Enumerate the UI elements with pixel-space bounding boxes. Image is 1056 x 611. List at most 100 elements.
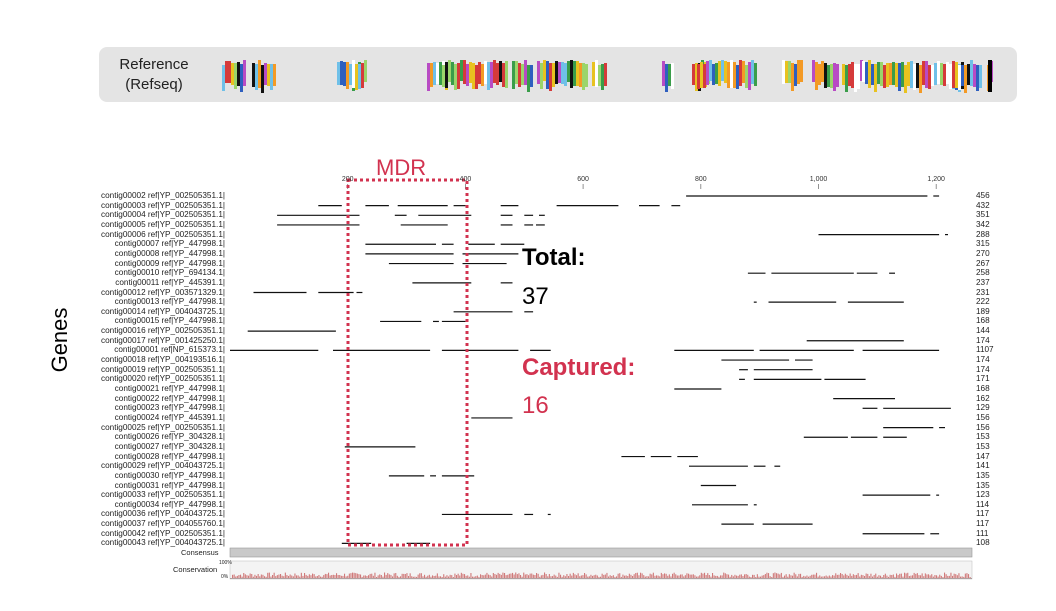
- conservation-bar: [814, 574, 816, 578]
- conservation-bar: [572, 572, 574, 578]
- conservation-bar: [262, 574, 264, 578]
- conservation-bar: [550, 576, 552, 578]
- contig-length: 174: [976, 355, 990, 365]
- reference-column: [961, 65, 964, 86]
- reference-column: [355, 65, 358, 90]
- conservation-bar: [478, 576, 480, 578]
- conservation-bar: [321, 576, 323, 578]
- reference-column: [748, 62, 751, 90]
- reference-column: [445, 62, 448, 88]
- conservation-bar: [731, 574, 733, 578]
- conservation-bar: [417, 574, 419, 578]
- reference-column: [552, 63, 555, 87]
- axis-tick-label: 800: [694, 176, 707, 183]
- conservation-bar: [385, 574, 387, 578]
- axis-tick-label: 1,000: [809, 176, 828, 183]
- captured-value: 16: [522, 392, 549, 419]
- conservation-bar: [408, 576, 410, 578]
- conservation-bar: [452, 577, 454, 578]
- conservation-bar: [648, 576, 650, 578]
- conservation-bar: [843, 575, 845, 578]
- conservation-bar: [395, 573, 397, 578]
- conservation-bar: [259, 576, 261, 578]
- conservation-bar: [942, 577, 944, 578]
- conservation-bar: [761, 575, 763, 578]
- conservation-bar: [859, 576, 861, 578]
- conservation-bar: [654, 575, 656, 578]
- conservation-bar: [771, 577, 773, 578]
- contig-name: contig00016 ref|YP_002505351.1|: [101, 326, 225, 336]
- conservation-bar: [472, 576, 474, 578]
- reference-column: [967, 64, 970, 85]
- reference-column: [592, 62, 595, 86]
- contig-length: 237: [976, 277, 990, 287]
- conservation-bar: [912, 575, 914, 578]
- consensus-label: Consensus: [181, 548, 219, 557]
- contig-length: 258: [976, 268, 990, 278]
- contig-name: contig00009 ref|YP_447998.1|: [114, 258, 225, 268]
- conservation-bar: [939, 574, 941, 578]
- contig-name: contig00008 ref|YP_447998.1|: [114, 248, 225, 258]
- conservation-bar: [574, 574, 576, 578]
- conservation-bar: [353, 572, 355, 578]
- conservation-bar: [681, 574, 683, 578]
- contig-length: 129: [976, 403, 990, 413]
- conservation-bar: [612, 575, 614, 578]
- conservation-bar: [737, 575, 739, 578]
- conservation-bar: [694, 575, 696, 578]
- conservation-bar: [342, 575, 344, 578]
- reference-column: [361, 63, 364, 88]
- contig-name: contig00036 ref|YP_004043725.1|: [101, 509, 225, 519]
- conservation-bar: [462, 573, 464, 578]
- reference-column: [558, 62, 561, 83]
- conservation-bar: [420, 573, 422, 578]
- conservation-bar: [851, 575, 853, 578]
- reference-column: [785, 61, 788, 83]
- conservation-bar: [328, 572, 330, 578]
- conservation-bar: [404, 574, 406, 578]
- conservation-bar: [606, 572, 608, 578]
- contig-length: 117: [976, 509, 990, 519]
- conservation-bar: [726, 574, 728, 578]
- contig-name: contig00023 ref|YP_447998.1|: [114, 403, 225, 413]
- reference-column: [736, 65, 739, 89]
- reference-column: [845, 65, 848, 92]
- conservation-bar: [609, 575, 611, 578]
- axis-tick-label: 1,200: [927, 176, 945, 183]
- conservation-bar: [969, 577, 971, 578]
- conservation-bar: [617, 573, 619, 578]
- conservation-bar: [598, 576, 600, 578]
- conservation-bar: [480, 574, 482, 578]
- conservation-bar: [651, 574, 653, 578]
- conservation-bar: [401, 573, 403, 578]
- conservation-bar: [481, 575, 483, 578]
- conservation-bar: [619, 573, 621, 578]
- conservation-bar: [568, 576, 570, 578]
- conservation-bar: [827, 576, 829, 578]
- contig-length: 114: [976, 499, 990, 509]
- conservation-bar: [937, 576, 939, 578]
- contig-length: 162: [976, 393, 990, 403]
- reference-column: [860, 60, 863, 81]
- conservation-bar: [635, 573, 637, 578]
- reference-column: [472, 63, 475, 89]
- conservation-bar: [388, 574, 390, 578]
- conservation-bar: [491, 576, 493, 578]
- contig-length: 174: [976, 364, 990, 374]
- reference-column: [952, 61, 955, 88]
- conservation-bar: [300, 572, 302, 578]
- conservation-bar: [836, 574, 838, 578]
- conservation-bar: [788, 574, 790, 578]
- captured-label: Captured:: [522, 354, 636, 381]
- conservation-bar: [534, 575, 536, 578]
- conservation-bar: [593, 575, 595, 578]
- conservation-bar: [364, 575, 366, 578]
- conservation-bar: [774, 572, 776, 578]
- conservation-bar: [902, 576, 904, 578]
- conservation-bar: [430, 576, 432, 578]
- reference-column: [668, 64, 671, 86]
- reference-column: [721, 60, 724, 81]
- conservation-bar: [398, 576, 400, 578]
- conservation-bar: [755, 577, 757, 578]
- reference-column: [496, 63, 499, 85]
